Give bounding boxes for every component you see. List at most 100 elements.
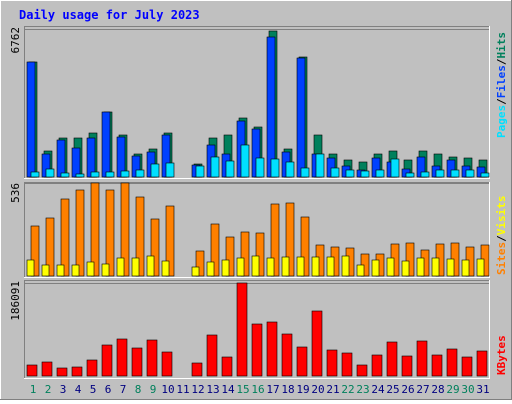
kbytes-bar-25: [386, 341, 398, 377]
kbytes-bar-15: [236, 282, 248, 377]
day-label-3: 3: [60, 383, 67, 396]
hits-legend-part-3: /: [495, 58, 508, 65]
pages-bar-28: [435, 169, 445, 178]
visits-bar-21: [326, 256, 335, 277]
pages-bar-24: [375, 169, 385, 178]
kbytes-bar-14: [221, 356, 233, 377]
sites-bar-19: [300, 216, 310, 277]
sites-bar-8: [135, 196, 145, 277]
visits-bar-29: [446, 258, 455, 277]
pages-bar-27: [420, 171, 430, 178]
day-label-30: 30: [461, 383, 474, 396]
sites-bar-3: [60, 198, 70, 277]
pages-bar-7: [120, 170, 130, 178]
kbytes-bar-13: [206, 334, 218, 377]
pages-bar-31: [480, 172, 490, 178]
day-label-24: 24: [371, 383, 385, 396]
kbytes-bar-30: [461, 356, 473, 377]
day-label-8: 8: [135, 383, 142, 396]
pages-bar-26: [405, 172, 415, 178]
sites-bar-9: [150, 218, 160, 277]
sites-bar-16: [255, 232, 265, 277]
kbytes-bar-4: [71, 366, 83, 377]
kbytes-bar-26: [401, 355, 413, 377]
visits-bar-24: [371, 259, 380, 277]
kbytes-bar-28: [431, 354, 443, 377]
sites-bar-10: [165, 205, 175, 277]
kbytes-bar-27: [416, 340, 428, 377]
files-bar-6: [101, 111, 111, 178]
sites-legend: Sites/Visits: [495, 196, 508, 276]
day-label-25: 25: [386, 383, 399, 396]
kbytes-bar-2: [41, 361, 53, 377]
kbytes-bar-10: [161, 351, 173, 377]
sites-bar-15: [240, 231, 250, 277]
visits-bar-23: [356, 264, 365, 277]
pages-bar-13: [210, 156, 220, 178]
day-label-31: 31: [476, 383, 489, 396]
kbytes-legend-part-0: KBytes: [495, 335, 508, 375]
day-label-20: 20: [311, 383, 324, 396]
sites-legend-part-1: /: [495, 235, 508, 242]
hits-legend-part-2: Files: [495, 65, 508, 98]
visits-bar-5: [86, 261, 95, 277]
kbytes-bar-22: [341, 352, 353, 377]
visits-bar-12: [191, 266, 200, 277]
kbytes-bar-20: [311, 310, 323, 377]
hits-legend: Pages/Files/Hits: [495, 32, 508, 138]
visits-bar-1: [26, 259, 35, 277]
pages-bar-20: [315, 153, 325, 178]
day-label-21: 21: [326, 383, 339, 396]
pages-bar-21: [330, 167, 340, 178]
pages-bar-15: [240, 144, 250, 178]
kbytes-bar-5: [86, 359, 98, 377]
pages-bar-10: [165, 162, 175, 178]
kbytes-bar-29: [446, 348, 458, 377]
visits-bar-15: [236, 257, 245, 277]
sites-bar-2: [45, 217, 55, 277]
pages-bar-17: [270, 158, 280, 178]
day-label-14: 14: [221, 383, 235, 396]
visits-bar-27: [416, 257, 425, 277]
kbytes-bar-16: [251, 323, 263, 377]
pages-bar-25: [390, 158, 400, 178]
hits-legend-part-0: Pages: [495, 105, 508, 138]
visits-bar-6: [101, 263, 110, 277]
sites-bar-1: [30, 225, 40, 277]
pages-bar-2: [45, 168, 55, 178]
sites-bar-17: [270, 203, 280, 277]
visits-bar-9: [146, 255, 155, 277]
pages-bar-5: [90, 171, 100, 178]
files-bar-17: [266, 36, 276, 178]
visits-bar-22: [341, 255, 350, 277]
visits-bar-10: [161, 260, 170, 277]
visits-bar-16: [251, 255, 260, 277]
visits-bar-26: [401, 260, 410, 277]
kbytes-bar-23: [356, 364, 368, 377]
visits-bar-2: [41, 264, 50, 277]
day-label-11: 11: [176, 383, 189, 396]
kbytes-bar-7: [116, 338, 128, 377]
kbytes-bar-12: [191, 362, 203, 377]
day-label-17: 17: [266, 383, 279, 396]
day-label-12: 12: [191, 383, 204, 396]
day-label-6: 6: [105, 383, 112, 396]
day-label-23: 23: [356, 383, 369, 396]
kbytes-ymax-label: 186091: [9, 281, 22, 321]
sites-bar-14: [225, 236, 235, 277]
pages-bar-4: [75, 173, 85, 178]
pages-bar-22: [345, 169, 355, 178]
pages-bar-6: [105, 171, 115, 178]
day-label-15: 15: [236, 383, 249, 396]
chart-panels: 6762Pages/Files/Hits536Sites/Visits18609…: [9, 26, 508, 396]
sites-bar-26: [405, 242, 415, 277]
visits-bar-28: [431, 257, 440, 277]
day-label-7: 7: [120, 383, 127, 396]
day-label-13: 13: [206, 383, 219, 396]
visits-bar-7: [116, 257, 125, 277]
kbytes-bar-3: [56, 367, 68, 377]
day-label-28: 28: [431, 383, 444, 396]
day-label-22: 22: [341, 383, 354, 396]
kbytes-bar-18: [281, 333, 293, 377]
day-label-2: 2: [45, 383, 52, 396]
